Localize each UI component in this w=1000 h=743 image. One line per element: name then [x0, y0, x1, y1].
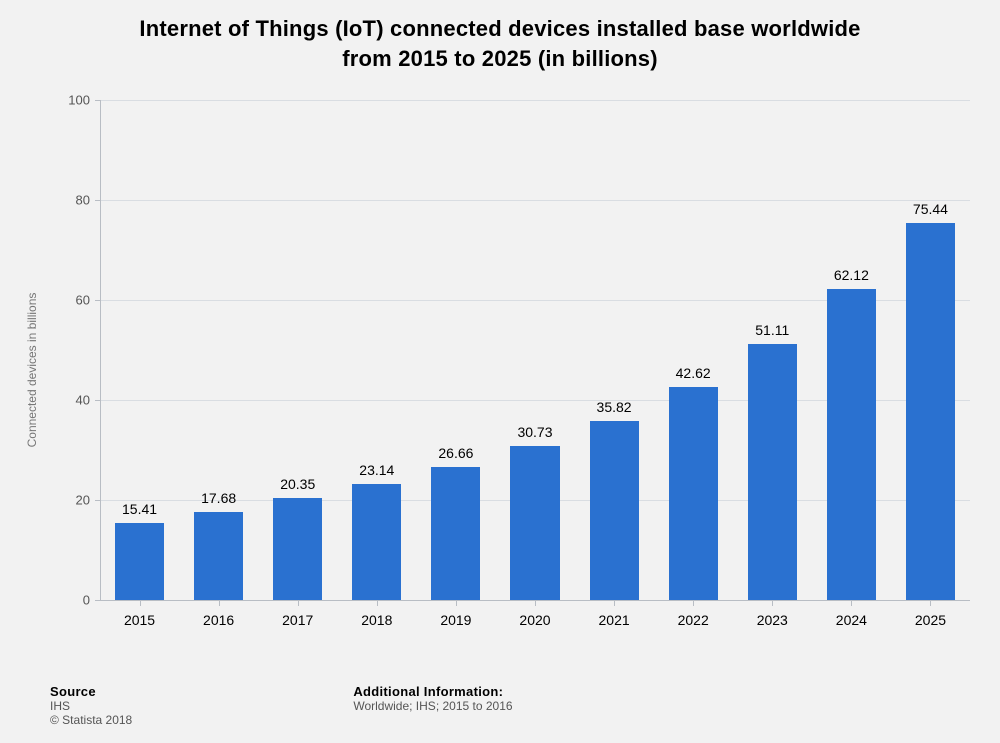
title-line-1: Internet of Things (IoT) connected devic…	[139, 16, 860, 41]
gridline	[100, 200, 970, 201]
bar: 23.14	[352, 484, 401, 600]
bar: 75.44	[906, 223, 955, 600]
source-text: IHS	[50, 699, 350, 713]
additional-info-text: Worldwide; IHS; 2015 to 2016	[353, 699, 512, 713]
x-tick-mark	[535, 600, 536, 606]
x-tick-mark	[298, 600, 299, 606]
bar: 15.41	[115, 523, 164, 600]
bar-value-label: 42.62	[676, 365, 711, 387]
bar: 26.66	[431, 467, 480, 600]
x-tick-mark	[219, 600, 220, 606]
y-axis-label: Connected devices in billions	[25, 293, 39, 448]
bar-value-label: 23.14	[359, 462, 394, 484]
bar: 17.68	[194, 512, 243, 600]
plot-area: 02040608010015.41201517.68201620.3520172…	[100, 100, 970, 600]
bar: 62.12	[827, 289, 876, 600]
x-tick-mark	[614, 600, 615, 606]
bar-value-label: 15.41	[122, 501, 157, 523]
chart-footer: Source IHS © Statista 2018 Additional In…	[50, 684, 950, 727]
bar: 20.35	[273, 498, 322, 600]
gridline	[100, 100, 970, 101]
chart-container: Connected devices in billions 0204060801…	[50, 90, 980, 650]
x-tick-mark	[930, 600, 931, 606]
copyright-text: © Statista 2018	[50, 713, 350, 727]
x-tick-mark	[456, 600, 457, 606]
bar: 35.82	[590, 421, 639, 600]
x-tick-mark	[377, 600, 378, 606]
x-tick-mark	[693, 600, 694, 606]
bar-value-label: 51.11	[755, 322, 789, 344]
title-line-2: from 2015 to 2025 (in billions)	[342, 46, 658, 71]
bar-value-label: 35.82	[597, 399, 632, 421]
bar-value-label: 30.73	[517, 424, 552, 446]
bar: 42.62	[669, 387, 718, 600]
bar-value-label: 75.44	[913, 201, 948, 223]
bar-value-label: 26.66	[438, 445, 473, 467]
chart-title: Internet of Things (IoT) connected devic…	[0, 0, 1000, 73]
bar: 30.73	[510, 446, 559, 600]
additional-info-heading: Additional Information:	[353, 684, 512, 699]
x-tick-mark	[851, 600, 852, 606]
bar-value-label: 17.68	[201, 490, 236, 512]
x-tick-mark	[772, 600, 773, 606]
bar-value-label: 20.35	[280, 476, 315, 498]
bar-value-label: 62.12	[834, 267, 869, 289]
bar: 51.11	[748, 344, 797, 600]
x-tick-mark	[140, 600, 141, 606]
y-axis-line	[100, 100, 101, 600]
source-heading: Source	[50, 684, 350, 699]
